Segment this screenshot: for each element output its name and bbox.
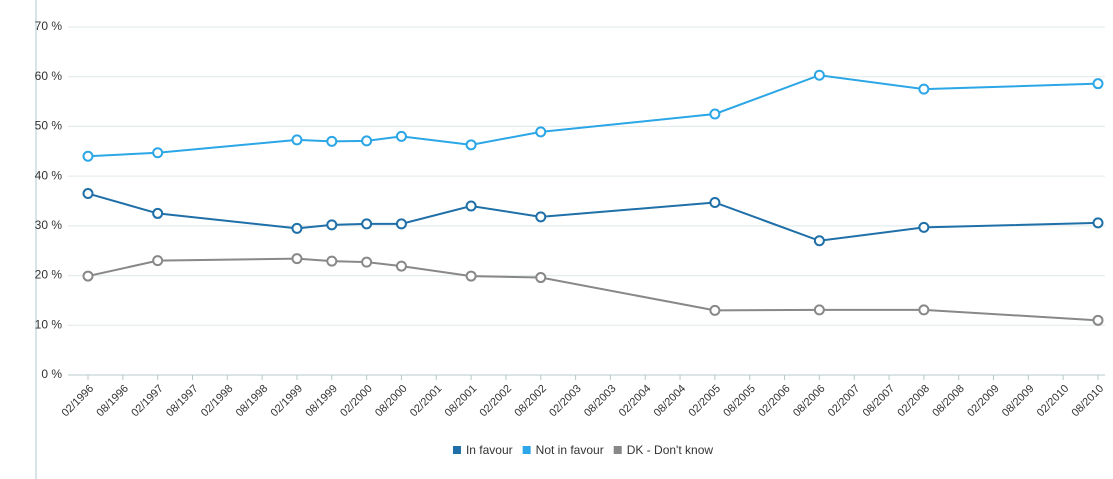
x-tick-label: 02/2001 [408, 383, 445, 420]
legend-swatch [522, 446, 531, 454]
point [709, 304, 721, 316]
point [813, 304, 825, 316]
point [82, 150, 94, 162]
x-tick-label: 08/1999 [303, 383, 340, 420]
legend-swatch [452, 446, 461, 454]
y-tick-label: 40 % [35, 168, 63, 182]
x-tick-label: 08/2001 [443, 383, 480, 420]
point [361, 256, 373, 268]
y-tick-label: 20 % [35, 268, 63, 282]
point [82, 270, 94, 282]
point [395, 260, 407, 272]
legend: In favour Not in favour DK - Don't know [452, 443, 714, 457]
x-tick-label: 02/2004 [617, 383, 654, 420]
point [465, 270, 477, 282]
y-tick-label: 30 % [35, 218, 63, 232]
x-tick-label: 02/2000 [338, 383, 375, 420]
x-tick-label: 08/2002 [512, 383, 549, 420]
point [1092, 78, 1104, 90]
point [291, 253, 303, 265]
legend-label: DK - Don't know [627, 443, 714, 457]
x-tick-label: 02/2010 [1035, 383, 1072, 420]
point [152, 147, 164, 159]
point [709, 196, 721, 208]
point [813, 69, 825, 81]
point [326, 255, 338, 267]
x-tick-label: 02/2007 [826, 383, 863, 420]
x-tick-label: 08/2009 [1000, 383, 1037, 420]
y-tick-label: 10 % [35, 317, 63, 331]
y-tick-label: 70 % [35, 19, 63, 33]
x-tick-label: 08/2010 [1070, 383, 1107, 420]
x-tick-label: 02/2009 [965, 383, 1002, 420]
x-tick-label: 02/2002 [478, 383, 515, 420]
legend-label: In favour [466, 443, 513, 457]
point [918, 83, 930, 95]
point [395, 130, 407, 142]
point [1092, 217, 1104, 229]
x-tick-label: 02/1998 [199, 383, 236, 420]
x-tick-label: 08/2007 [861, 383, 898, 420]
legend-label: Not in favour [536, 443, 604, 457]
point [326, 219, 338, 231]
point [535, 272, 547, 284]
point [152, 207, 164, 219]
x-tick-label: 08/1997 [164, 383, 201, 420]
point [813, 235, 825, 247]
legend-swatch [613, 446, 622, 454]
x-tick-label: 08/1998 [234, 383, 271, 420]
x-tick-label: 08/2000 [373, 383, 410, 420]
x-tick-label: 08/2006 [791, 383, 828, 420]
point [395, 218, 407, 230]
x-tick-label: 02/1997 [129, 383, 166, 420]
x-tick-label: 02/2005 [686, 383, 723, 420]
point [535, 126, 547, 138]
y-tick-label: 50 % [35, 119, 63, 133]
point [326, 135, 338, 147]
point [535, 211, 547, 223]
series-line [87, 257, 1099, 322]
x-tick-label: 02/1996 [60, 383, 97, 420]
point [918, 221, 930, 233]
x-tick-label: 02/1999 [269, 383, 306, 420]
series-line [87, 74, 1099, 158]
x-tick-label: 08/2005 [721, 383, 758, 420]
point [82, 188, 94, 200]
point [918, 304, 930, 316]
x-tick-label: 08/1996 [94, 383, 131, 420]
point [291, 134, 303, 146]
point [291, 222, 303, 234]
point [465, 200, 477, 212]
y-tick-label: 60 % [35, 69, 63, 83]
point [361, 218, 373, 230]
x-tick-label: 02/2006 [756, 383, 793, 420]
point [465, 139, 477, 151]
point [709, 108, 721, 120]
x-tick-label: 02/2008 [895, 383, 932, 420]
y-tick-label: 0 % [41, 367, 62, 381]
x-tick-label: 08/2004 [652, 383, 689, 420]
point [152, 255, 164, 267]
x-tick-label: 08/2008 [930, 383, 967, 420]
x-tick-label: 02/2003 [547, 383, 584, 420]
x-tick-label: 08/2003 [582, 383, 619, 420]
point [1092, 314, 1104, 326]
point [361, 135, 373, 147]
series-line [87, 192, 1099, 242]
